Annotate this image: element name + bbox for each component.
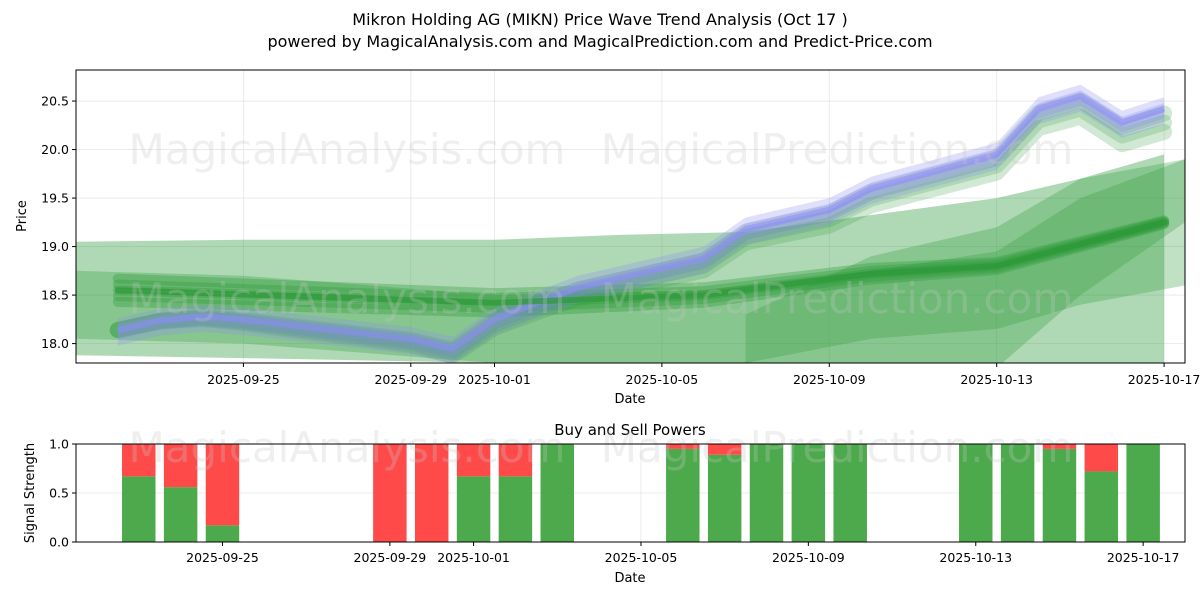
sell-bar xyxy=(163,444,198,488)
watermark-text: MagicalPrediction.com xyxy=(601,274,1074,323)
sell-bar xyxy=(456,444,491,477)
signal-bars xyxy=(122,444,1160,542)
price-x-tick-label: 2025-10-01 xyxy=(458,372,531,387)
price-y-axis-label: Price xyxy=(15,200,30,232)
sell-bar xyxy=(1042,444,1077,449)
trend-band xyxy=(745,159,1185,363)
sell-bar xyxy=(373,444,407,542)
buy-bar xyxy=(163,487,198,542)
signal-x-tick-label: 2025-10-13 xyxy=(939,550,1012,565)
price-band xyxy=(117,84,1165,363)
price-y-tick-label: 19.0 xyxy=(41,239,69,254)
signal-x-tick-label: 2025-10-01 xyxy=(437,550,510,565)
price-y-tick-label: 18.5 xyxy=(41,288,69,303)
buy-bar xyxy=(749,444,784,542)
watermark-text: MagicalAnalysis.com xyxy=(129,274,566,323)
price-panel: MagicalAnalysis.com MagicalPrediction.com… xyxy=(15,69,1200,407)
price-y-ticks: 18.0 18.5 19.0 19.5 20.0 20.5 xyxy=(41,94,76,351)
signal-x-tick-label: 2025-10-05 xyxy=(605,550,678,565)
price-y-tick-label: 18.0 xyxy=(41,336,69,351)
sell-bar xyxy=(1084,444,1119,472)
price-x-axis-label: Date xyxy=(614,392,645,407)
sell-bar xyxy=(666,444,700,449)
signal-watermarks: MagicalAnalysis.com MagicalPrediction.com xyxy=(129,423,1074,472)
signal-x-tick-label: 2025-10-09 xyxy=(772,550,845,565)
buy-bar xyxy=(205,525,240,542)
trend-wave-line xyxy=(112,219,1170,318)
signal-y-tick-label: 0.5 xyxy=(49,486,69,501)
sell-bar xyxy=(122,444,156,477)
figure-title-line2: powered by MagicalAnalysis.com and Magic… xyxy=(267,32,932,51)
price-x-tick-label: 2025-10-13 xyxy=(960,372,1033,387)
signal-x-tick-label: 2025-09-29 xyxy=(354,550,427,565)
price-x-tick-label: 2025-09-25 xyxy=(207,372,280,387)
buy-bar xyxy=(540,444,575,542)
trend-band xyxy=(76,154,1165,363)
buy-bar xyxy=(707,454,742,542)
price-plot-area xyxy=(76,84,1185,363)
watermark-text: MagicalPrediction.com xyxy=(601,423,1074,472)
signal-y-axis-label: Signal Strength xyxy=(23,443,38,543)
watermark-text: MagicalAnalysis.com xyxy=(129,423,566,472)
signal-x-tick-label: 2025-09-25 xyxy=(186,550,259,565)
trend-wave-line xyxy=(112,215,1170,299)
signal-y-ticks: 0.0 0.5 1.0 xyxy=(49,437,76,550)
trend-band xyxy=(76,159,1185,363)
sell-bar xyxy=(707,444,742,455)
watermark-text: MagicalAnalysis.com xyxy=(129,125,566,174)
buy-bar xyxy=(122,476,156,542)
watermark-text: MagicalPrediction.com xyxy=(601,125,1074,174)
signal-y-tick-label: 0.0 xyxy=(49,535,69,550)
signal-panel-title: Buy and Sell Powers xyxy=(554,421,706,439)
buy-bar xyxy=(1126,444,1160,542)
signal-panel: Buy and Sell Powers MagicalAnalysis.com M… xyxy=(23,421,1186,586)
figure-title-line1: Mikron Holding AG (MIKN) Price Wave Tren… xyxy=(352,10,847,29)
signal-x-axis-label: Date xyxy=(614,571,645,586)
buy-bar xyxy=(833,444,867,542)
buy-bar xyxy=(791,444,826,542)
sell-bar xyxy=(414,444,449,542)
price-x-ticks: 2025-09-25 2025-09-29 2025-10-01 2025-10-05… xyxy=(207,363,1200,387)
price-x-tick-label: 2025-10-09 xyxy=(793,372,866,387)
buy-bar xyxy=(456,476,491,542)
signal-x-ticks: 2025-09-25 2025-09-29 2025-10-01 2025-10-05… xyxy=(186,542,1179,565)
buy-bar xyxy=(1000,444,1035,542)
signal-x-tick-label: 2025-10-17 xyxy=(1107,550,1180,565)
trend-main-line xyxy=(114,219,1168,306)
price-wave-green xyxy=(109,108,1173,363)
price-axes-frame xyxy=(75,69,1186,364)
price-watermarks: MagicalAnalysis.com MagicalPrediction.com… xyxy=(129,125,1074,323)
buy-bar xyxy=(498,476,533,542)
sell-bar xyxy=(498,444,533,477)
price-y-tick-label: 20.5 xyxy=(41,94,69,109)
buy-bar xyxy=(959,444,993,542)
price-line xyxy=(117,93,1166,352)
price-x-tick-label: 2025-10-17 xyxy=(1128,372,1200,387)
price-y-tick-label: 20.0 xyxy=(41,142,69,157)
sell-bar xyxy=(205,444,240,526)
price-x-tick-label: 2025-10-05 xyxy=(626,372,699,387)
price-x-tick-label: 2025-09-29 xyxy=(374,372,447,387)
buy-bar xyxy=(1042,448,1077,542)
buy-bar xyxy=(1084,471,1119,542)
buy-bar xyxy=(666,448,700,542)
price-y-tick-label: 19.5 xyxy=(41,191,69,206)
signal-y-tick-label: 1.0 xyxy=(49,437,69,452)
